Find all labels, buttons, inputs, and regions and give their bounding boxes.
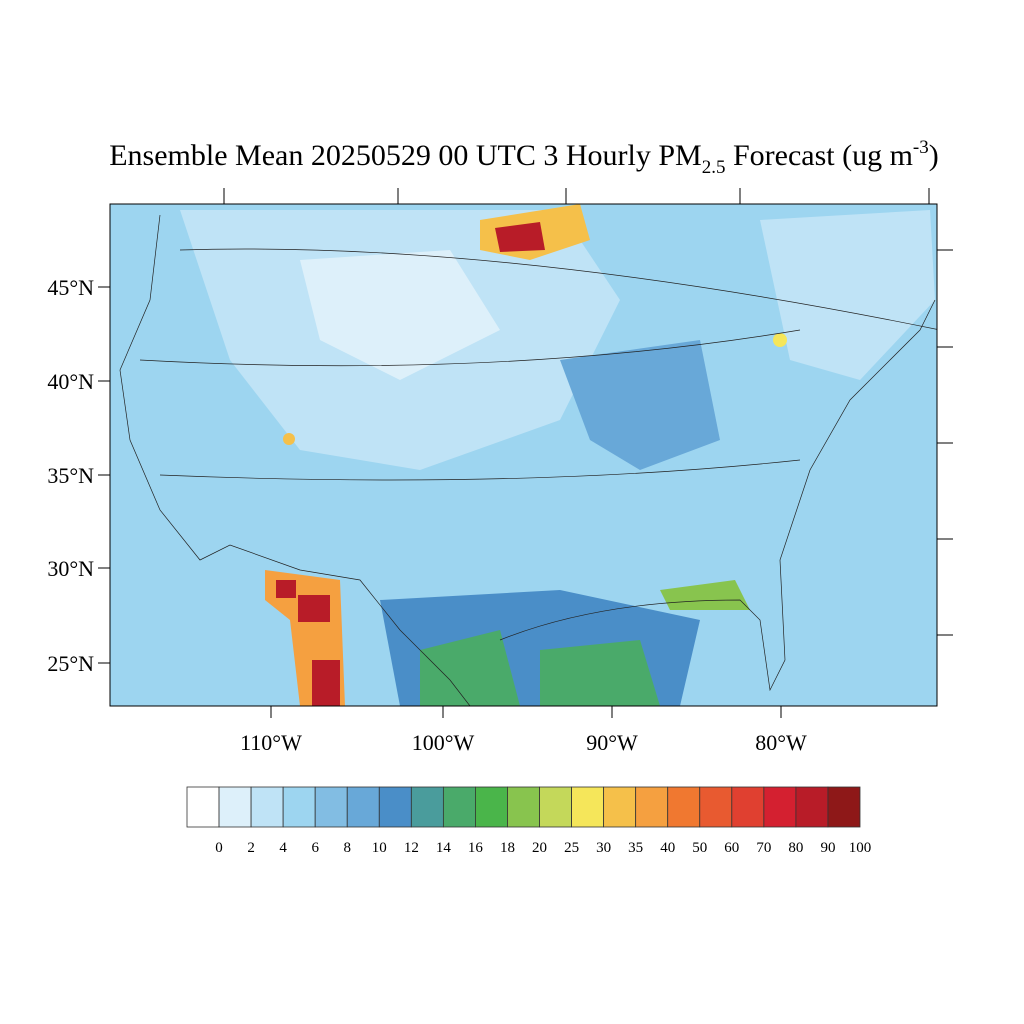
lon-label: 80°W	[755, 730, 807, 755]
colorbar-box	[667, 786, 701, 828]
colorbar-box	[186, 786, 220, 828]
plume-core	[276, 580, 340, 706]
colorbar-box	[410, 786, 444, 828]
title-middle: Forecast (ug m	[725, 139, 912, 172]
colorbar-box	[250, 786, 284, 828]
plume-core	[495, 222, 545, 252]
hotspot	[283, 433, 295, 445]
boundaries	[119, 214, 937, 706]
colorbar-label: 20	[532, 840, 547, 856]
colorbar-box	[731, 786, 765, 828]
colorbar-box	[827, 786, 861, 828]
colorbar-box	[475, 786, 508, 828]
field-light	[760, 210, 935, 380]
colorbar-box	[378, 786, 412, 828]
colorbar-box	[635, 786, 669, 828]
colorbar-label: 0	[215, 840, 223, 856]
lon-label: 100°W	[412, 730, 475, 755]
title-superscript: -3	[913, 137, 929, 158]
lat-label: 45°N	[47, 275, 94, 300]
colorbar-box	[314, 786, 348, 828]
colorbar-label: 100	[849, 840, 872, 856]
title: Ensemble Mean 20250529 00 UTC 3 Hourly P…	[109, 137, 939, 178]
colorbar-box	[507, 786, 540, 828]
colorbar-label: 50	[692, 840, 707, 856]
colorbar: 0 2 4 6 8 10 12 14 16 18 20 25 30 35 40 50 60 70 80 90 100	[186, 786, 872, 856]
lon-label: 110°W	[240, 730, 302, 755]
colorbar-label: 12	[404, 840, 419, 856]
colorbar-box	[699, 786, 733, 828]
title-end: )	[929, 139, 939, 172]
colorbar-label: 4	[279, 840, 287, 856]
field-green	[420, 630, 520, 706]
lon-label: 90°W	[586, 730, 638, 755]
colorbar-label: 25	[564, 840, 579, 856]
ticks	[98, 188, 953, 718]
field-green	[540, 640, 660, 706]
field-lighter	[300, 250, 500, 380]
field-mid	[560, 340, 720, 470]
colorbar-label: 30	[596, 840, 611, 856]
lat-label: 25°N	[47, 651, 94, 676]
colorbar-label: 90	[820, 840, 835, 856]
lat-label: 35°N	[47, 463, 94, 488]
title-subscript: 2.5	[702, 157, 726, 178]
field-coast	[660, 580, 750, 610]
colorbar-box	[539, 786, 572, 828]
lat-label: 30°N	[47, 556, 94, 581]
colorbar-box	[795, 786, 829, 828]
colorbar-label: 18	[500, 840, 515, 856]
colorbar-label: 6	[311, 840, 319, 856]
colorbar-label: 14	[436, 840, 452, 856]
colorbar-label: 70	[756, 840, 771, 856]
title-main: Ensemble Mean 20250529 00 UTC 3 Hourly P…	[109, 139, 701, 172]
colorbar-box	[603, 786, 637, 828]
colorbar-label: 40	[660, 840, 675, 856]
colorbar-box	[763, 786, 797, 828]
colorbar-box	[346, 786, 380, 828]
colorbar-box	[282, 786, 316, 828]
map-frame	[109, 203, 938, 707]
colorbar-label: 2	[247, 840, 255, 856]
colorbar-label: 8	[343, 840, 351, 856]
colorbar-label: 10	[372, 840, 387, 856]
colorbar-box	[218, 786, 252, 828]
colorbar-box	[442, 786, 476, 828]
lat-label: 40°N	[47, 369, 94, 394]
colorbar-box	[571, 786, 605, 828]
colorbar-label: 16	[468, 840, 484, 856]
colorbar-label: 80	[788, 840, 803, 856]
colorbar-label: 35	[628, 840, 643, 856]
colorbar-label: 60	[724, 840, 739, 856]
hotspot	[773, 333, 787, 347]
pm-field	[110, 204, 937, 706]
